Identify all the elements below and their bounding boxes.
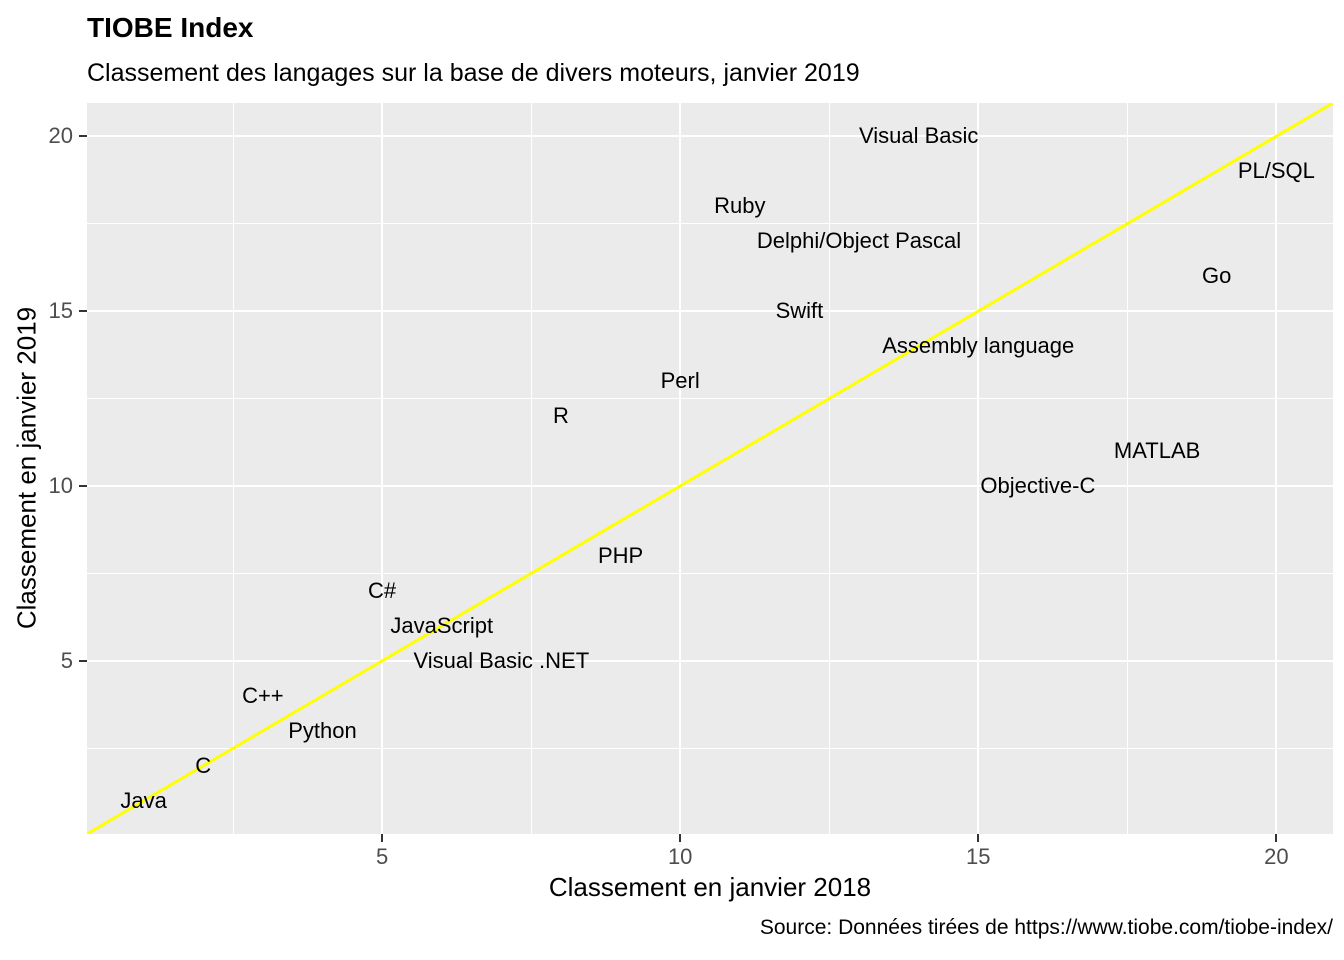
point-label-php: PHP bbox=[597, 542, 644, 568]
x-axis-title: Classement en janvier 2018 bbox=[548, 872, 872, 902]
y-tick-label-10: 10 bbox=[48, 472, 73, 498]
plot-subtitle: Classement des langages sur la base de d… bbox=[87, 59, 860, 87]
y-tick-mark-5 bbox=[79, 659, 87, 662]
x-tick-label-5: 5 bbox=[375, 844, 389, 869]
point-label-c: C bbox=[195, 752, 212, 778]
gridline-minor-horizontal bbox=[87, 747, 1333, 749]
y-tick-label-5: 5 bbox=[60, 647, 73, 673]
point-label-visual-basic: Visual Basic bbox=[858, 123, 979, 149]
gridline-minor-horizontal bbox=[87, 572, 1333, 574]
y-tick-label-15: 15 bbox=[48, 298, 73, 324]
point-label-objective-c: Objective-C bbox=[980, 472, 1096, 498]
gridline-minor-horizontal bbox=[87, 223, 1333, 225]
gridline-major-vertical bbox=[1275, 103, 1278, 834]
identity-line bbox=[87, 103, 1333, 834]
point-label-c-: C++ bbox=[242, 682, 284, 708]
point-label-go: Go bbox=[1202, 263, 1232, 289]
gridline-minor-vertical bbox=[828, 103, 830, 834]
point-label-java: Java bbox=[120, 787, 167, 813]
gridline-minor-vertical bbox=[1126, 103, 1128, 834]
gridline-major-horizontal bbox=[87, 135, 1333, 138]
point-label-r: R bbox=[553, 403, 569, 429]
point-label-ruby: Ruby bbox=[714, 193, 766, 219]
plot-title: TIOBE Index bbox=[87, 12, 254, 43]
gridline-major-vertical bbox=[679, 103, 682, 834]
point-label-perl: Perl bbox=[660, 368, 700, 394]
point-label-c-: C# bbox=[368, 577, 397, 603]
gridline-major-horizontal bbox=[87, 659, 1333, 662]
gridline-major-vertical bbox=[381, 103, 384, 834]
point-label-assembly-language: Assembly language bbox=[882, 333, 1075, 359]
gridline-major-horizontal bbox=[87, 484, 1333, 487]
x-tick-mark-15 bbox=[977, 834, 980, 842]
x-tick-label-15: 15 bbox=[966, 844, 991, 869]
y-tick-mark-15 bbox=[79, 310, 87, 313]
y-tick-mark-10 bbox=[79, 484, 87, 487]
point-label-delphi-object-pascal: Delphi/Object Pascal bbox=[756, 228, 962, 254]
point-label-visual-basic-net: Visual Basic .NET bbox=[413, 647, 590, 673]
x-tick-mark-5 bbox=[381, 834, 384, 842]
x-tick-mark-10 bbox=[679, 834, 682, 842]
gridline-minor-vertical bbox=[530, 103, 532, 834]
point-label-javascript: JavaScript bbox=[390, 612, 494, 638]
point-label-pl-sql: PL/SQL bbox=[1237, 158, 1315, 184]
y-axis-title: Classement en janvier 2019 bbox=[11, 306, 42, 630]
x-tick-mark-20 bbox=[1275, 834, 1278, 842]
gridline-minor-horizontal bbox=[87, 398, 1333, 400]
x-tick-label-20: 20 bbox=[1264, 844, 1289, 869]
gridline-minor-vertical bbox=[232, 103, 234, 834]
point-label-matlab: MATLAB bbox=[1113, 438, 1201, 463]
source-caption: Source: Données tirées de https://www.ti… bbox=[759, 916, 1333, 939]
identity-line-svg bbox=[87, 103, 1333, 834]
point-label-swift: Swift bbox=[775, 298, 824, 324]
plot-panel: Java C Python C++ Visual Basic .NET JavaScrip… bbox=[87, 103, 1333, 834]
gridline-major-vertical bbox=[977, 103, 980, 834]
gridline-major-horizontal bbox=[87, 310, 1333, 313]
x-tick-label-10: 10 bbox=[667, 844, 693, 869]
point-label-python: Python bbox=[288, 717, 357, 743]
y-tick-mark-20 bbox=[79, 135, 87, 138]
y-tick-label-20: 20 bbox=[48, 123, 73, 149]
